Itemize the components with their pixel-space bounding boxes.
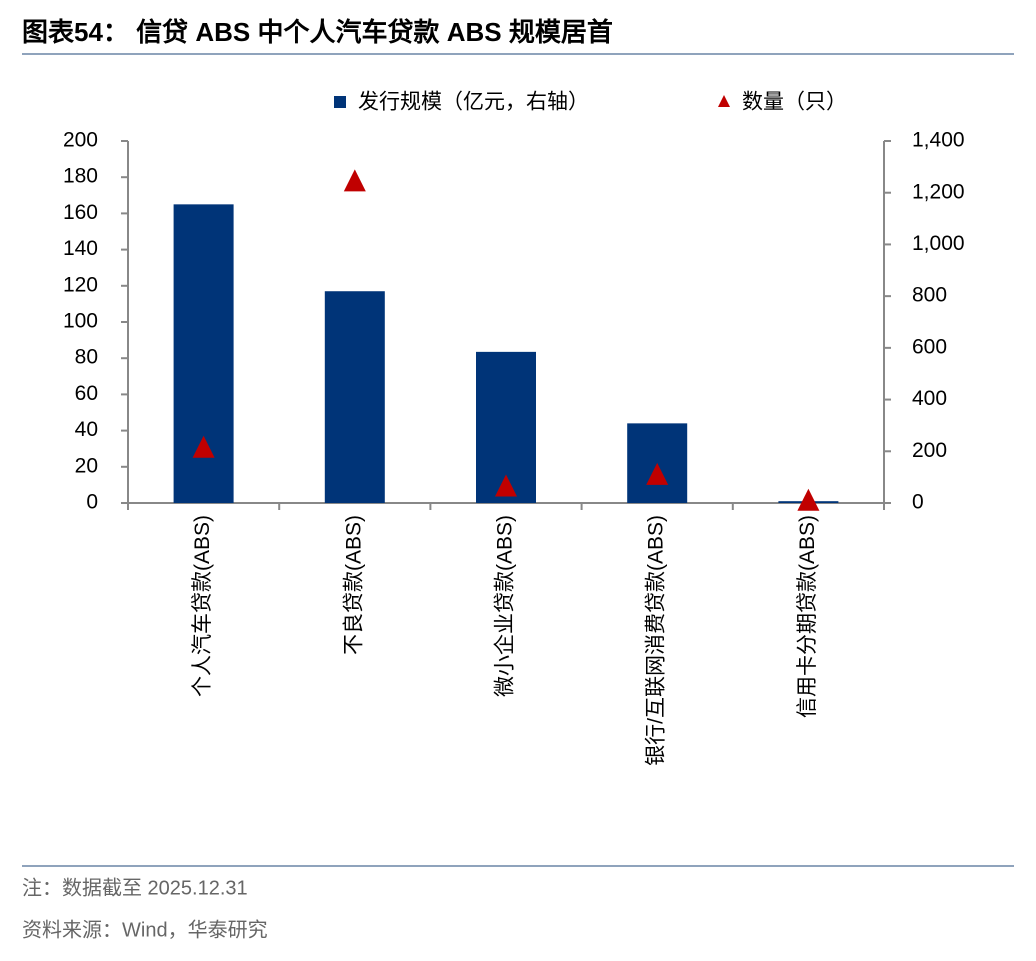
y-tick-label: 0 xyxy=(86,491,98,514)
legend-swatch xyxy=(334,96,346,108)
y2-tick-label: 200 xyxy=(912,439,947,462)
y-tick-label: 100 xyxy=(63,310,98,333)
marker xyxy=(192,435,215,458)
x-tick-label: 微小企业贷款(ABS) xyxy=(494,515,517,697)
bar xyxy=(173,204,234,503)
y2-tick-label: 0 xyxy=(912,491,924,514)
x-tick-label: 不良贷款(ABS) xyxy=(342,515,365,655)
y-tick-label: 60 xyxy=(75,382,98,405)
y2-tick-label: 800 xyxy=(912,284,947,307)
y-tick-label: 20 xyxy=(75,454,98,477)
source: 资料来源：Wind，华泰研究 xyxy=(22,918,268,941)
marker xyxy=(343,169,366,192)
x-tick-label: 银行/互联网消费贷款(ABS) xyxy=(645,515,668,766)
x-tick-label: 个人汽车贷款(ABS) xyxy=(191,515,214,697)
bar xyxy=(324,291,385,503)
y-tick-label: 180 xyxy=(63,165,98,188)
y2-tick-label: 1,000 xyxy=(912,232,965,255)
y-tick-label: 120 xyxy=(63,273,98,296)
marker xyxy=(797,488,820,511)
y2-tick-label: 1,400 xyxy=(912,129,965,152)
y2-tick-label: 1,200 xyxy=(912,180,965,203)
y-tick-label: 200 xyxy=(63,129,98,152)
y-tick-label: 140 xyxy=(63,237,98,260)
y-tick-label: 80 xyxy=(75,346,98,369)
y-tick-label: 160 xyxy=(63,201,98,224)
legend-label: 发行规模（亿元，右轴） xyxy=(358,91,589,114)
note: 注：数据截至 2025.12.31 xyxy=(22,876,248,899)
marker xyxy=(646,462,669,485)
legend-swatch xyxy=(718,95,730,107)
y-tick-label: 40 xyxy=(75,418,98,441)
y2-tick-label: 400 xyxy=(912,387,947,410)
x-tick-label: 信用卡分期贷款(ABS) xyxy=(796,515,819,718)
legend-label: 数量（只） xyxy=(742,91,847,114)
chart-title: 图表54： 信贷 ABS 中个人汽车贷款 ABS 规模居首 xyxy=(22,17,613,47)
y2-tick-label: 600 xyxy=(912,335,947,358)
marker xyxy=(495,474,517,497)
